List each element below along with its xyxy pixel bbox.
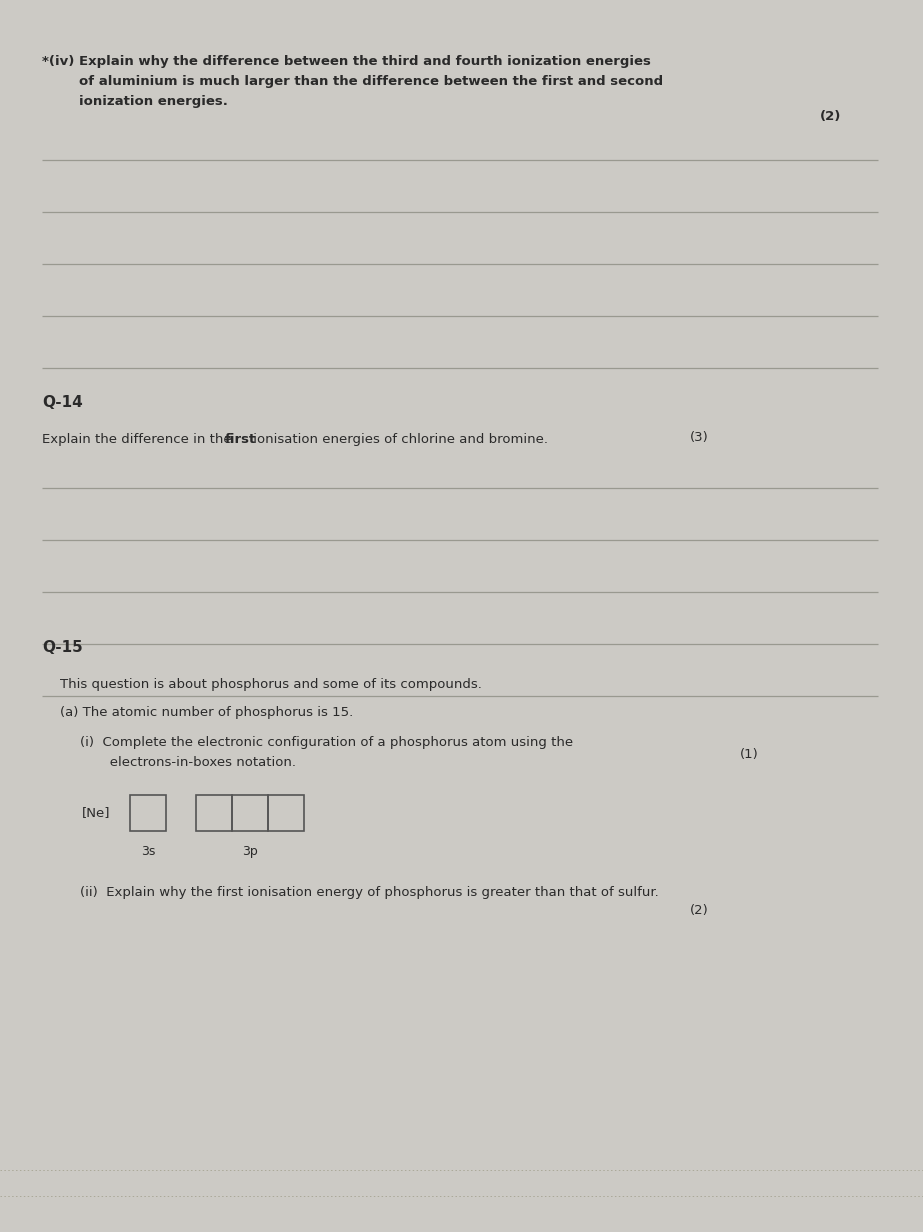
Text: (2): (2) [820,110,842,123]
Text: Q-15: Q-15 [42,639,83,655]
Text: 3s: 3s [141,845,155,857]
Text: (1): (1) [740,748,759,761]
Text: Explain the difference in the: Explain the difference in the [42,432,236,446]
Bar [130,795,166,832]
Bar [196,795,232,832]
Bar [268,795,304,832]
Text: (3): (3) [690,431,709,444]
Text: *(iv) Explain why the difference between the third and fourth ionization energie: *(iv) Explain why the difference between… [42,55,651,68]
Text: ionization energies.: ionization energies. [42,95,228,108]
Text: (ii)  Explain why the first ionisation energy of phosphorus is greater than that: (ii) Explain why the first ionisation en… [80,886,659,899]
Text: electrons-in-boxes notation.: electrons-in-boxes notation. [80,756,296,769]
Bar [232,795,268,832]
Text: (2): (2) [690,904,709,917]
Text: This question is about phosphorus and some of its compounds.: This question is about phosphorus and so… [60,678,482,691]
Text: first: first [225,432,257,446]
Text: (i)  Complete the electronic configuration of a phosphorus atom using the: (i) Complete the electronic configuratio… [80,736,573,749]
Text: Q-14: Q-14 [42,395,83,410]
Text: [Ne]: [Ne] [82,807,111,819]
Text: of aluminium is much larger than the difference between the first and second: of aluminium is much larger than the dif… [42,75,663,87]
Text: ionisation energies of chlorine and bromine.: ionisation energies of chlorine and brom… [249,432,548,446]
Text: (a) The atomic number of phosphorus is 15.: (a) The atomic number of phosphorus is 1… [60,706,354,719]
Text: 3p: 3p [242,845,258,857]
